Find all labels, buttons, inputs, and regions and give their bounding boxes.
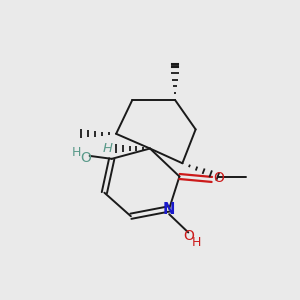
Text: O: O bbox=[81, 151, 92, 165]
Text: N: N bbox=[163, 202, 175, 217]
Text: H: H bbox=[103, 142, 113, 155]
Text: H: H bbox=[192, 236, 201, 249]
Text: H: H bbox=[72, 146, 81, 159]
Text: O: O bbox=[213, 171, 224, 185]
Text: O: O bbox=[183, 229, 194, 243]
